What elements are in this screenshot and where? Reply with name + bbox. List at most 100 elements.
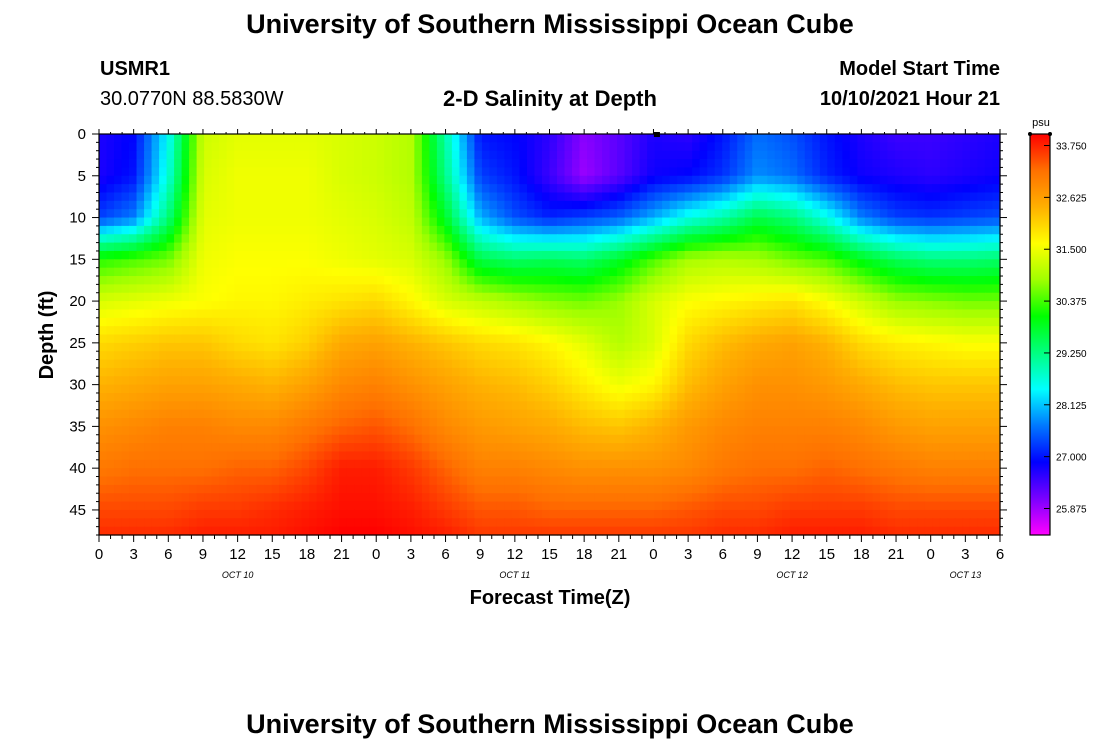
heatmap-cell (924, 267, 934, 277)
heatmap-cell (737, 317, 746, 327)
heatmap-cell (887, 209, 896, 219)
heatmap-cell (511, 384, 521, 394)
heatmap-cell (369, 234, 378, 244)
heatmap-cell (376, 384, 385, 394)
heatmap-cell (924, 192, 934, 202)
heatmap-cell (632, 250, 641, 260)
heatmap-cell (789, 451, 798, 461)
heatmap-cell (977, 217, 986, 227)
heatmap-cell (924, 342, 934, 352)
heatmap-cell (534, 200, 543, 210)
heatmap-cell (196, 434, 205, 444)
heatmap-cell (316, 259, 325, 269)
heatmap-cell (564, 276, 573, 285)
heatmap-cell (564, 342, 573, 352)
heatmap-cell (639, 134, 648, 143)
heatmap-cell (887, 134, 896, 143)
heatmap-cell (324, 468, 333, 478)
heatmap-cell (234, 309, 243, 319)
heatmap-cell (737, 434, 746, 444)
heatmap-cell (211, 134, 220, 143)
heatmap-cell (549, 376, 558, 386)
heatmap-cell (797, 259, 806, 269)
heatmap-cell (271, 326, 280, 336)
heatmap-cell (384, 367, 393, 377)
heatmap-cell (121, 150, 130, 160)
heatmap-cell (879, 418, 888, 427)
heatmap-cell (219, 259, 228, 269)
heatmap-cell (541, 209, 551, 219)
heatmap-cell (354, 342, 363, 352)
heatmap-cell (451, 434, 460, 444)
heatmap-cell (504, 384, 513, 394)
heatmap-cell (144, 476, 153, 486)
heatmap-cell (256, 250, 265, 260)
heatmap-cell (752, 426, 761, 436)
heatmap-cell (369, 301, 378, 311)
heatmap-cell (526, 309, 536, 319)
heatmap-cell (842, 317, 851, 327)
heatmap-cell (451, 284, 460, 294)
heatmap-cell (474, 326, 483, 336)
heatmap-cell (752, 267, 761, 277)
heatmap-cell (234, 250, 243, 260)
heatmap-cell (286, 392, 295, 402)
heatmap-cell (834, 142, 843, 152)
heatmap-cell (271, 167, 280, 177)
heatmap-cell (797, 468, 806, 478)
heatmap-cell (662, 159, 671, 169)
heatmap-cell (166, 284, 175, 294)
heatmap-cell (114, 443, 123, 453)
heatmap-cell (819, 418, 828, 427)
heatmap-cell (256, 159, 265, 169)
heatmap-cell (827, 426, 836, 436)
heatmap-cell (819, 267, 828, 277)
heatmap-cell (917, 434, 926, 444)
heatmap-cell (346, 242, 355, 252)
heatmap-cell (632, 142, 641, 152)
heatmap-cell (309, 418, 318, 427)
heatmap-cell (962, 409, 971, 419)
heatmap-cell (114, 434, 123, 444)
heatmap-cell (767, 309, 776, 319)
heatmap-cell (564, 351, 573, 361)
heatmap-cell (279, 426, 288, 436)
heatmap-cell (279, 326, 288, 336)
heatmap-cell (466, 234, 476, 244)
heatmap-cell (992, 376, 1001, 386)
heatmap-cell (579, 217, 588, 227)
heatmap-cell (707, 451, 716, 461)
heatmap-cell (902, 192, 911, 202)
heatmap-cell (444, 250, 453, 260)
heatmap-cell (872, 459, 881, 469)
heatmap-cell (144, 159, 153, 169)
heatmap-cell (241, 342, 250, 352)
heatmap-cell (144, 359, 153, 369)
heatmap-cell (684, 401, 693, 411)
heatmap-cell (677, 134, 686, 143)
heatmap-cell (99, 209, 108, 219)
heatmap-cell (617, 175, 626, 185)
heatmap-cell (872, 326, 881, 336)
heatmap-cell (617, 250, 626, 260)
heatmap-cell (594, 284, 603, 294)
heatmap-cell (249, 326, 258, 336)
heatmap-cell (894, 267, 903, 277)
heatmap-cell (887, 317, 896, 327)
heatmap-cell (376, 292, 385, 302)
heatmap-cell (451, 242, 460, 252)
heatmap-cell (369, 376, 378, 386)
heatmap-cell (264, 342, 273, 352)
heatmap-cell (264, 418, 273, 427)
heatmap-cell (842, 217, 851, 227)
heatmap-cell (662, 142, 671, 152)
heatmap-cell (902, 150, 911, 160)
heatmap-cell (196, 459, 205, 469)
heatmap-cell (767, 401, 776, 411)
heatmap-cell (962, 401, 971, 411)
heatmap-cell (872, 426, 881, 436)
heatmap-cell (264, 167, 273, 177)
heatmap-cell (436, 259, 445, 269)
heatmap-cell (707, 301, 716, 311)
heatmap-cell (827, 418, 836, 427)
